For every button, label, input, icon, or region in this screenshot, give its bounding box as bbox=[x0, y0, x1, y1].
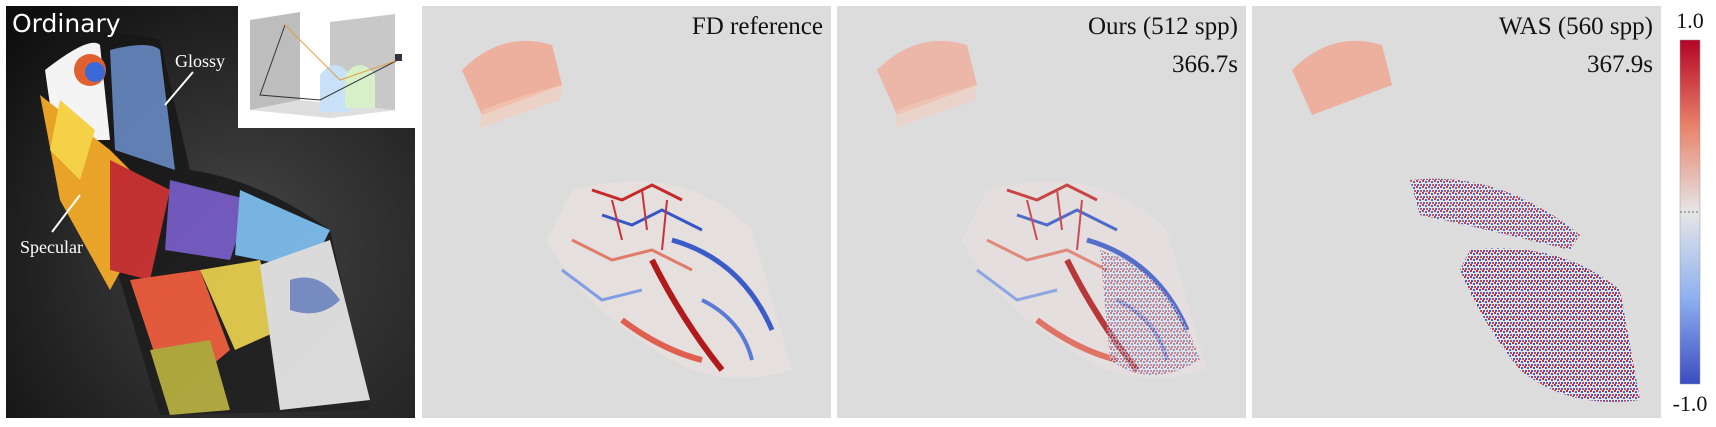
colorbar: 1.0 -1.0 bbox=[1673, 8, 1708, 416]
time-label: 367.9s bbox=[1587, 51, 1653, 78]
panel-title: WAS (560 spp) bbox=[1499, 13, 1653, 40]
annotation: Glossy bbox=[175, 51, 225, 71]
fd-panel: FD reference bbox=[422, 6, 831, 418]
time-label: 366.7s bbox=[1172, 51, 1238, 78]
was-panel: WAS (560 spp) 367.9s bbox=[1252, 6, 1661, 418]
colorbar-max: 1.0 bbox=[1676, 8, 1704, 33]
colorbar-min: -1.0 bbox=[1673, 391, 1708, 416]
panel-title: Ours (512 spp) bbox=[1088, 13, 1238, 40]
ours-panel: Ours (512 spp) 366.7s bbox=[837, 6, 1246, 418]
annotation: Specular bbox=[20, 237, 83, 257]
panel-title: FD reference bbox=[692, 13, 823, 40]
rendered-scene: Ordinary Glossy Specular bbox=[6, 6, 415, 418]
panel-title: Ordinary bbox=[12, 9, 121, 38]
